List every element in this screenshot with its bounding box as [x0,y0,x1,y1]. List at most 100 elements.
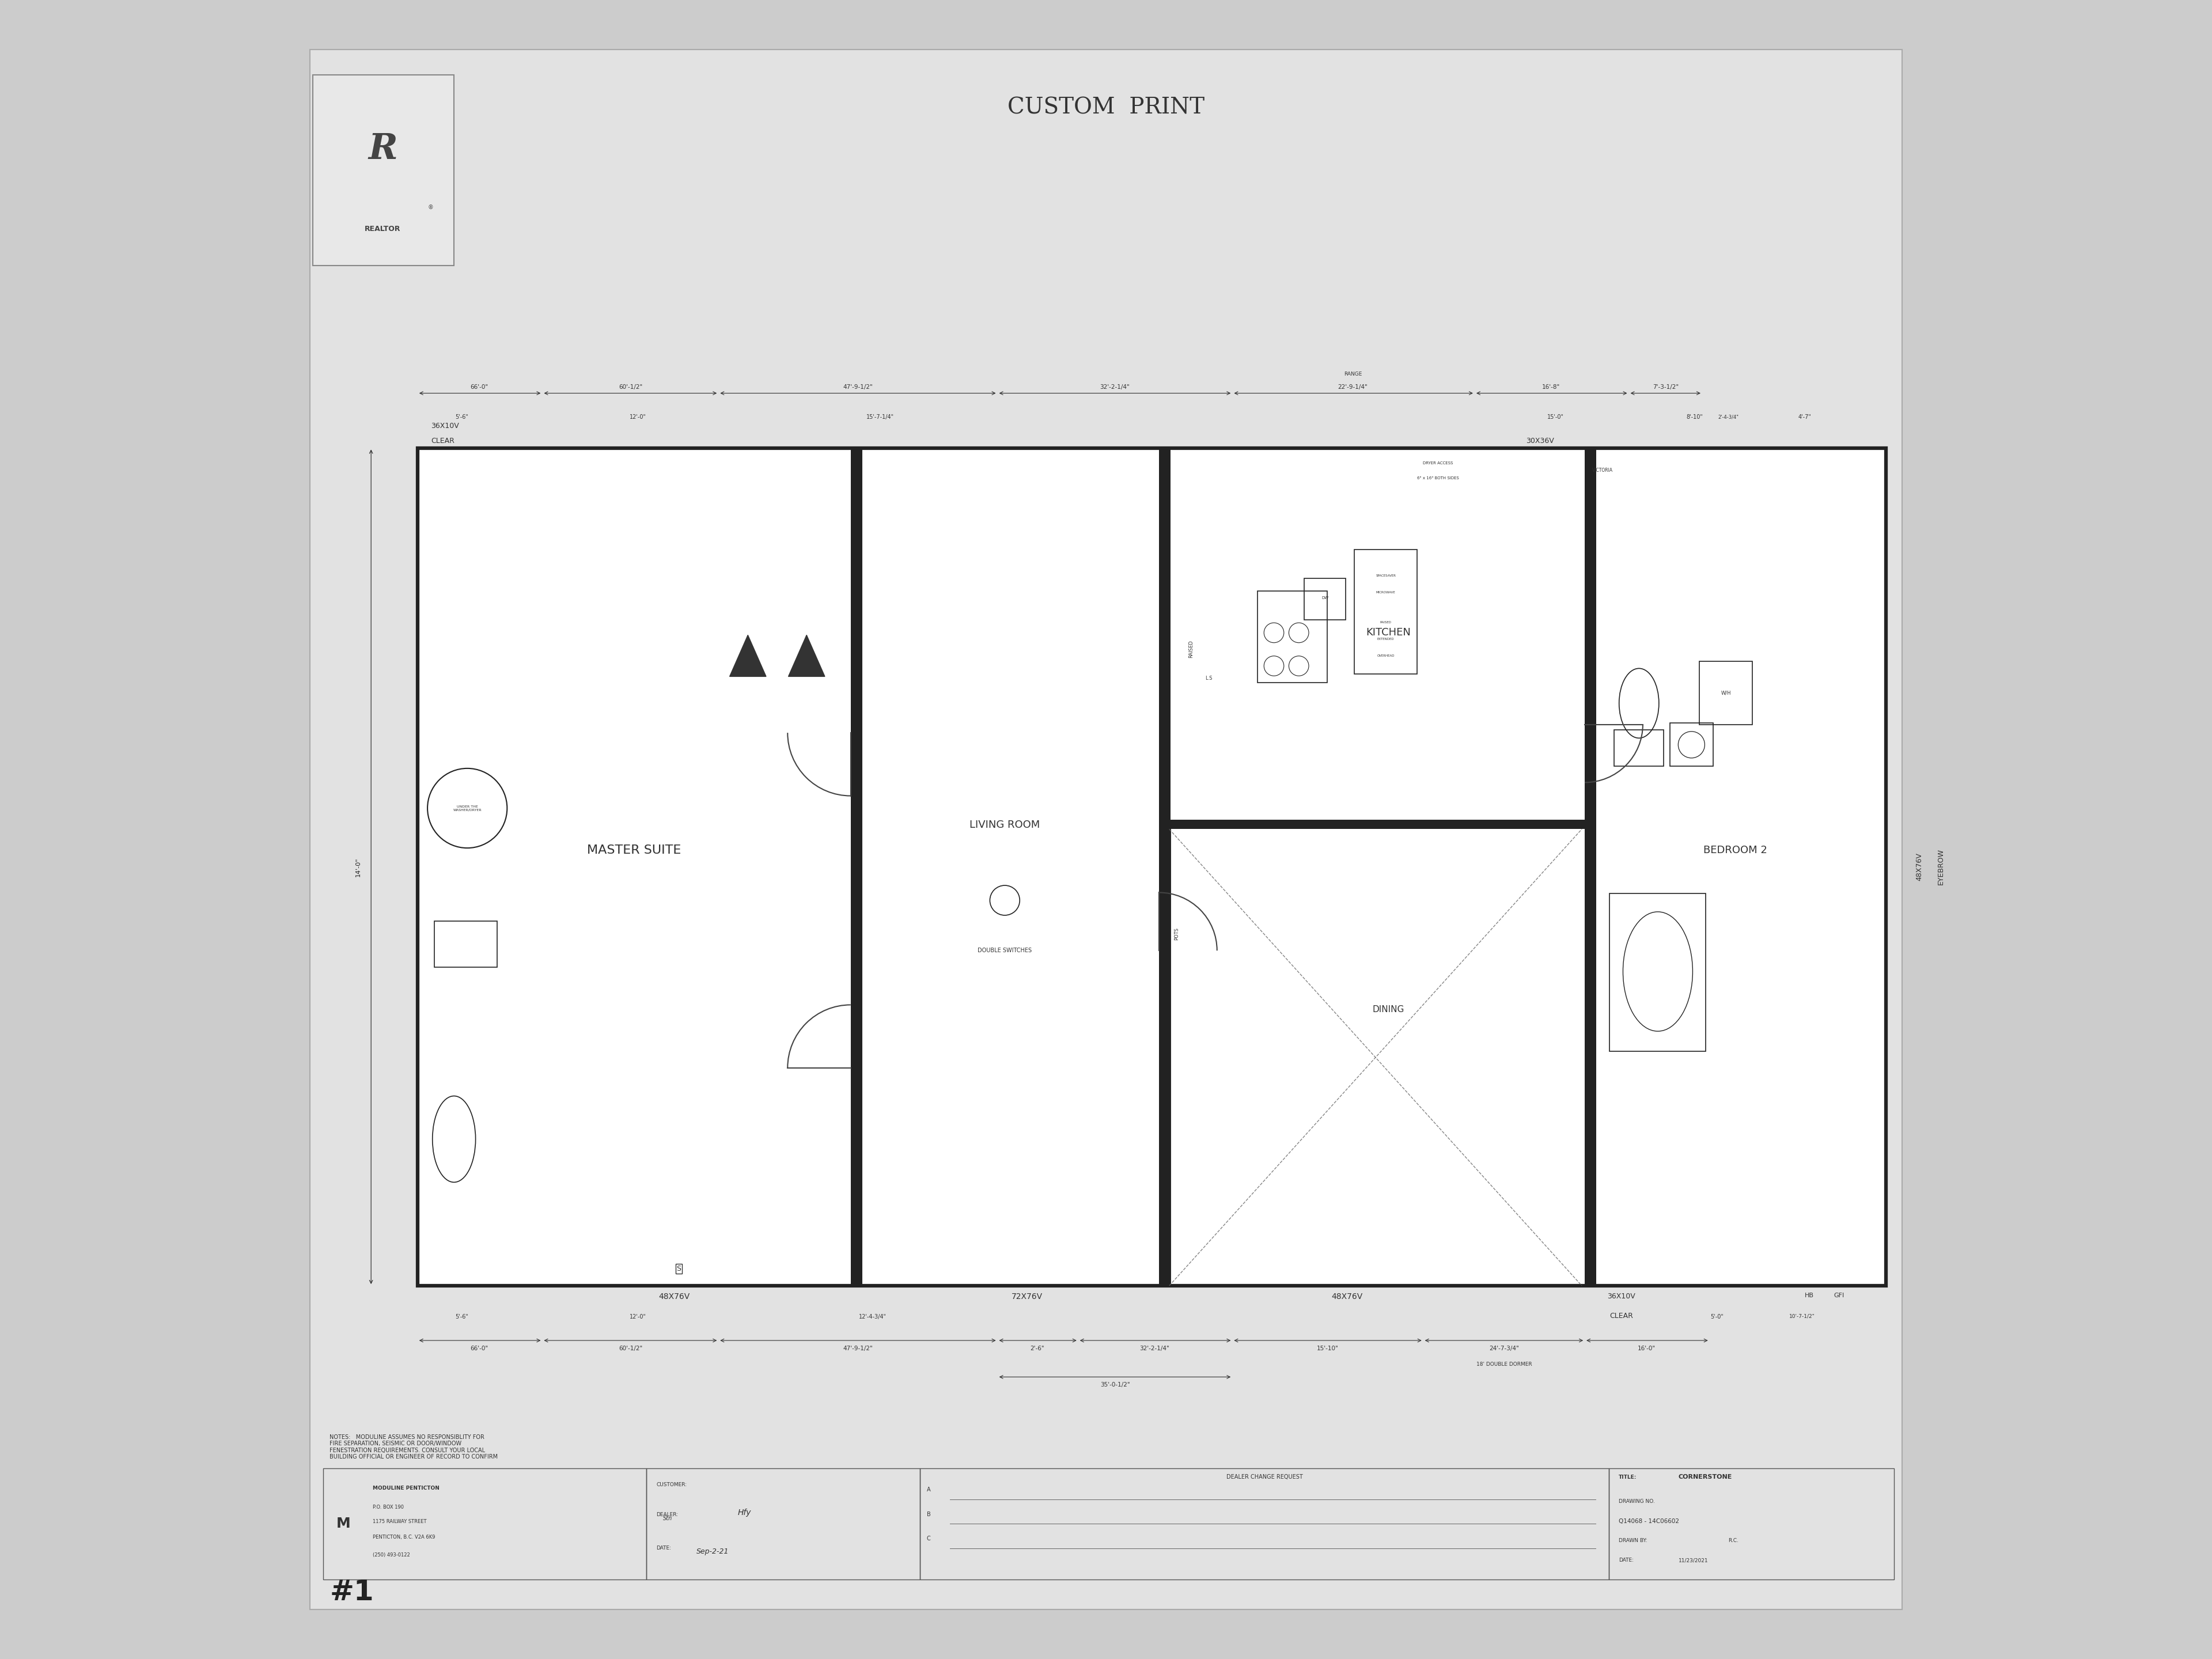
Text: KITCHEN: KITCHEN [1367,627,1411,637]
Text: HB: HB [1805,1292,1814,1297]
Polygon shape [730,635,765,677]
Text: R.C.: R.C. [1728,1538,1739,1543]
Text: 30X36V: 30X36V [1526,436,1555,445]
Text: TITLE:: TITLE: [1619,1475,1637,1480]
Text: DINING: DINING [1371,1005,1405,1014]
Text: 48X76V: 48X76V [1916,853,1922,881]
Text: DRAWING NO.: DRAWING NO. [1619,1500,1655,1505]
Text: 12'-4-3/4": 12'-4-3/4" [858,1314,887,1319]
Text: #1: #1 [330,1578,374,1606]
Text: M: M [336,1516,349,1531]
Text: 4'-7": 4'-7" [1798,415,1812,420]
Bar [1699,662,1752,725]
Text: OVERHEAD: OVERHEAD [1378,654,1394,657]
Text: W/H: W/H [1721,690,1730,695]
Text: GFI: GFI [1834,1292,1845,1297]
Bar [852,448,863,1286]
Bar [1584,448,1597,1286]
Text: 15'-0": 15'-0" [1546,415,1564,420]
Text: 47'-9-1/2": 47'-9-1/2" [843,385,874,390]
Text: (250) 493-0122: (250) 493-0122 [374,1553,409,1558]
Text: 48X76V: 48X76V [1332,1292,1363,1301]
Bar [646,1468,920,1579]
Text: LIVING ROOM: LIVING ROOM [969,820,1040,830]
Text: Stn: Stn [664,1515,672,1521]
Text: MICROWAVE: MICROWAVE [1376,591,1396,594]
Text: 24'-7-3/4": 24'-7-3/4" [1489,1345,1520,1350]
Text: SPACESAVER: SPACESAVER [1376,574,1396,577]
Text: 2'-6": 2'-6" [1031,1345,1044,1350]
Text: 66'-0": 66'-0" [471,385,489,390]
Text: R: R [367,133,398,166]
Bar [314,75,453,265]
Text: 5'-6": 5'-6" [456,1314,469,1319]
Text: DEALER:: DEALER: [657,1513,679,1518]
Text: 48X76V: 48X76V [659,1292,690,1301]
Text: CUSTOMER:: CUSTOMER: [657,1481,688,1488]
Text: 32'-2-1/4": 32'-2-1/4" [1139,1345,1170,1350]
Text: 15'-10": 15'-10" [1316,1345,1338,1350]
Bar [920,1468,1608,1579]
Text: EYEBROW: EYEBROW [1938,849,1944,884]
Text: RAISED: RAISED [1380,620,1391,624]
Text: VICTORIA: VICTORIA [1593,468,1613,473]
Text: 47'-9-1/2": 47'-9-1/2" [843,1345,874,1350]
Text: BEDROOM 2: BEDROOM 2 [1703,844,1767,856]
Text: RANGE: RANGE [1343,372,1363,377]
Text: CLEAR: CLEAR [1610,1312,1632,1321]
Text: 16'-0": 16'-0" [1637,1345,1655,1350]
Text: B: B [927,1511,931,1516]
Text: 1175 RAILWAY STREET: 1175 RAILWAY STREET [374,1520,427,1525]
Text: PENTICTON, B.C. V2A 6K9: PENTICTON, B.C. V2A 6K9 [374,1535,436,1540]
Text: 22'-9-1/4": 22'-9-1/4" [1338,385,1367,390]
Bar [1610,894,1705,1052]
Text: Q14068 - 14C06602: Q14068 - 14C06602 [1619,1518,1679,1525]
Text: 5'-6": 5'-6" [456,415,469,420]
Text: 11/23/2021: 11/23/2021 [1679,1558,1708,1563]
Text: 5'-0": 5'-0" [1710,1314,1723,1319]
Text: MODULINE PENTICTON: MODULINE PENTICTON [374,1485,440,1491]
Text: MASTER SUITE: MASTER SUITE [586,844,681,856]
Text: DEALER CHANGE REQUEST: DEALER CHANGE REQUEST [1225,1475,1303,1480]
Text: 32'-2-1/4": 32'-2-1/4" [1099,385,1130,390]
Text: 2'-4-3/4": 2'-4-3/4" [1719,415,1739,420]
Text: 12'-0": 12'-0" [630,1314,646,1319]
Text: 16'-8": 16'-8" [1542,385,1559,390]
Text: 36X10V: 36X10V [431,421,458,430]
Text: DRYER ACCESS: DRYER ACCESS [1422,461,1453,465]
Text: ®: ® [427,204,434,211]
Text: 10'-7-1/2": 10'-7-1/2" [1790,1314,1814,1319]
Bar [323,1468,646,1579]
Text: L.S: L.S [1206,675,1212,680]
Bar [1305,579,1345,620]
Text: DATE:: DATE: [657,1546,672,1551]
Text: Hfy: Hfy [739,1508,752,1516]
Text: DOUBLE SWITCHES: DOUBLE SWITCHES [978,947,1033,954]
Text: CLEAR: CLEAR [431,436,453,445]
Text: CORNERSTONE: CORNERSTONE [1679,1475,1732,1480]
Text: DATE:: DATE: [1619,1558,1635,1563]
Bar [1159,820,1597,830]
Bar [1608,1468,1893,1579]
Text: 7'-3-1/2": 7'-3-1/2" [1652,385,1679,390]
Bar [418,448,1885,1286]
Text: RAISED: RAISED [1188,640,1194,659]
Text: 60'-1/2": 60'-1/2" [619,1345,641,1350]
Text: REALTOR: REALTOR [365,226,400,232]
Text: 36X10V: 36X10V [1608,1292,1635,1301]
Text: S: S [677,1264,681,1272]
Text: CUSTOM  PRINT: CUSTOM PRINT [1006,98,1206,118]
Text: 60'-1/2": 60'-1/2" [619,385,641,390]
Bar [1159,448,1170,1286]
Text: A: A [927,1486,931,1493]
Bar [1615,730,1663,766]
Text: 14'-0": 14'-0" [356,858,361,876]
Polygon shape [787,635,825,677]
Text: C: C [927,1536,931,1541]
Text: Sep-2-21: Sep-2-21 [697,1548,728,1556]
Text: 66'-0": 66'-0" [471,1345,489,1350]
Text: POTS: POTS [1175,927,1179,941]
Bar [1670,723,1712,766]
Bar [1256,591,1327,682]
Text: DRAWN BY:: DRAWN BY: [1619,1538,1648,1543]
